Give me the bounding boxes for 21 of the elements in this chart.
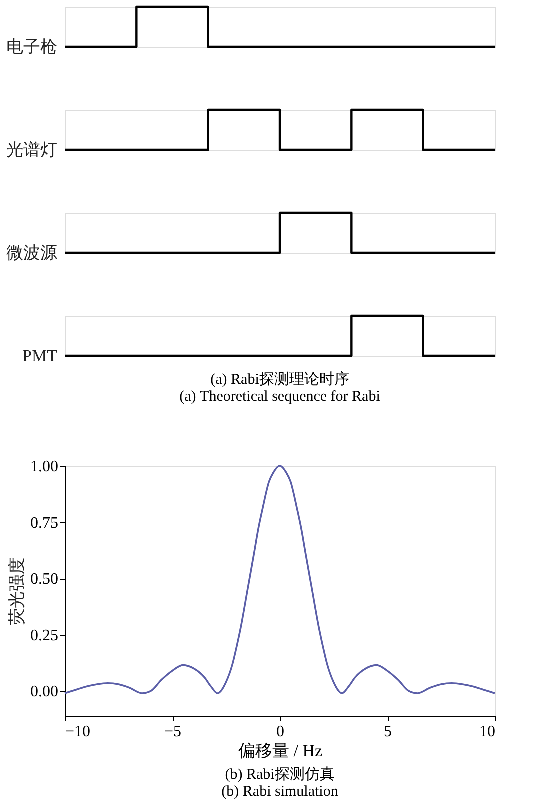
x-axis-title: 偏移量 / Hz xyxy=(238,742,323,760)
text: (a) Rabi探测理论时序 xyxy=(210,371,350,388)
x-tick-label: −10 xyxy=(66,724,91,740)
x-tick-label: 5 xyxy=(384,724,392,740)
y-tick-label: 0.00 xyxy=(30,684,58,701)
line-series xyxy=(64,465,496,694)
y-axis-title: PMT xyxy=(22,346,58,366)
y-tick-label: 1.00 xyxy=(30,458,58,476)
text: (a) Theoretical sequence for Rabi xyxy=(180,389,380,405)
x-tick-label: 0 xyxy=(276,724,284,740)
y-axis-title: 光谱灯 xyxy=(6,140,58,160)
text: (b) Rabi探测仿真 xyxy=(225,766,335,783)
text: (b) Rabi simulation xyxy=(222,784,339,800)
y-axis-title: 微波源 xyxy=(6,244,58,262)
y-axis-title: 电子枪 xyxy=(6,38,58,56)
x-tick-label: −5 xyxy=(164,724,182,740)
y-axis-title: 荧光强度 xyxy=(8,558,26,626)
x-tick-label: 10 xyxy=(480,724,496,740)
y-tick-label: 0.25 xyxy=(30,627,58,644)
y-tick-label: 0.50 xyxy=(30,571,58,588)
y-tick-label: 0.75 xyxy=(30,514,58,532)
